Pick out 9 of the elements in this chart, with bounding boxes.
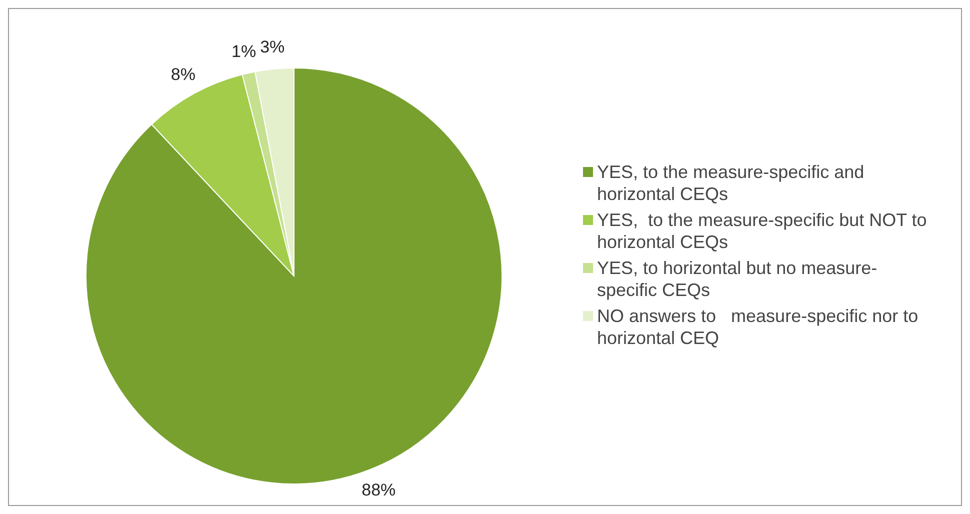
legend-label: YES, to horizontal but no measure-specific CEQs — [597, 257, 878, 301]
data-label: 88% — [362, 480, 396, 500]
data-label: 8% — [170, 64, 196, 84]
legend-label: YES, to the measure-specific but NOT to horizontal CEQs — [597, 209, 927, 253]
legend-label: YES, to the measure-specific and horizontal CEQs — [597, 161, 866, 205]
data-label: 3% — [260, 38, 285, 57]
legend-label: NO answers to measure-specific nor to horizontal CEQ — [597, 305, 920, 349]
pie-slice — [86, 68, 502, 484]
data-label: 1% — [232, 42, 256, 62]
